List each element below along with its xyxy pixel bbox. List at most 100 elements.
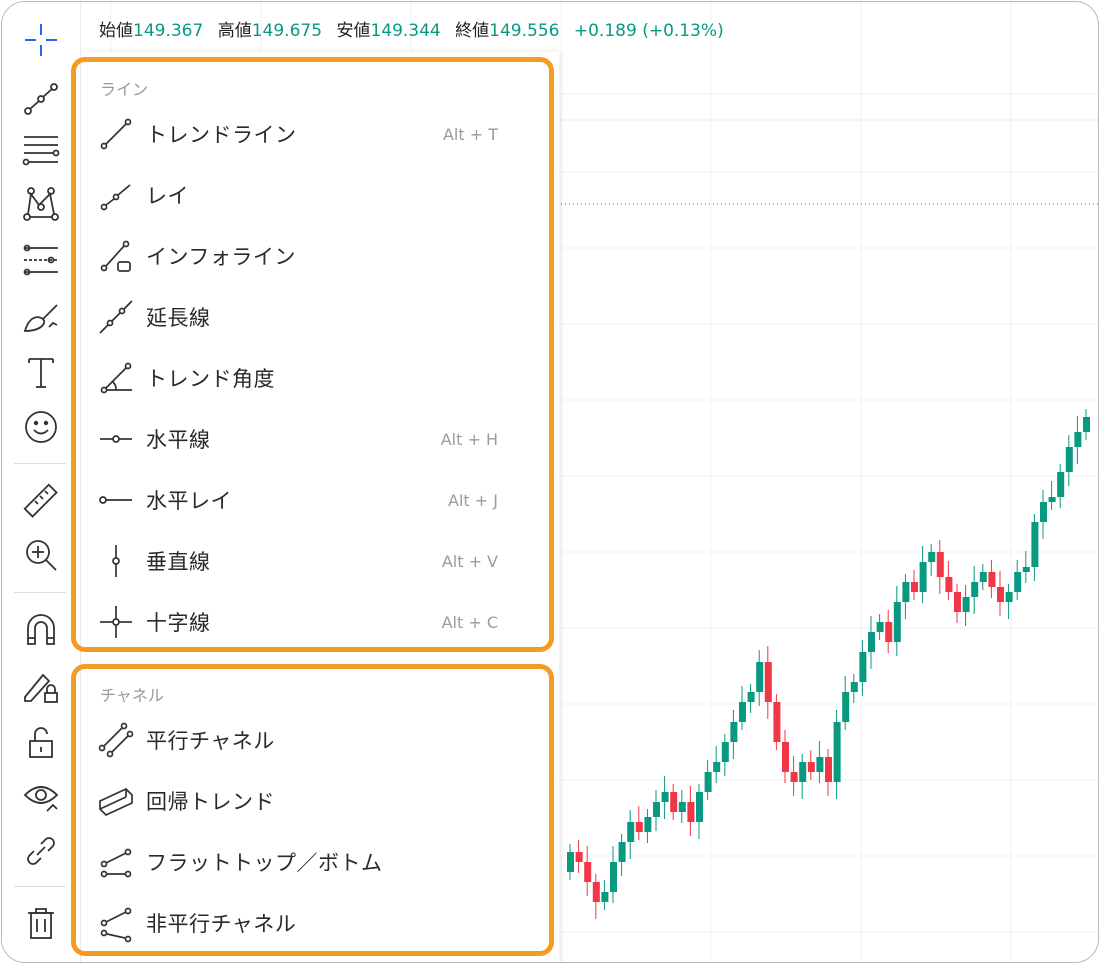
crosshair-icon[interactable] [18, 17, 64, 63]
menu-item-label: 回帰トレンド [146, 790, 275, 814]
candle-body [739, 702, 746, 722]
parallel-channel-icon [94, 718, 138, 762]
flat-top-bottom-icon [94, 840, 138, 884]
zoom-in-icon[interactable] [18, 532, 64, 578]
eye-icon[interactable] [18, 774, 64, 820]
change-value: +0.189 (+0.13%) [573, 21, 724, 41]
candle-body [868, 632, 875, 652]
horizontal-ray-icon [94, 478, 138, 522]
lock-icon[interactable] [18, 720, 64, 766]
candle-body [1065, 447, 1073, 472]
disjoint-channel-icon [94, 901, 138, 945]
vertical-line-icon [94, 539, 138, 583]
candle-body [962, 597, 970, 612]
shortcut-label: Alt + T [442, 124, 498, 144]
fib-retracement-icon[interactable] [18, 126, 64, 172]
candle-body [919, 562, 927, 592]
pattern-icon[interactable] [18, 180, 64, 226]
info-line-icon [94, 234, 138, 278]
trendline-tool-icon[interactable] [18, 74, 64, 120]
candle-body [876, 622, 884, 632]
candle-body [730, 722, 738, 742]
lines-section-title: ライン [100, 80, 149, 99]
candle-body [954, 592, 961, 612]
candle-body [790, 772, 798, 782]
candle-body [842, 692, 850, 722]
text-icon[interactable] [18, 350, 64, 396]
candle-body [687, 802, 695, 822]
candle-body [747, 692, 755, 702]
candle-body [859, 652, 867, 682]
open-label: 始値 [99, 21, 133, 41]
candle-body [1014, 572, 1022, 592]
candle-body [825, 757, 832, 782]
candle-body [1083, 417, 1090, 432]
close-label: 終値 [455, 21, 490, 41]
shortcut-label: Alt + J [448, 490, 498, 510]
menu-item-label: フラットトップ／ボトム [146, 851, 383, 875]
candle-body [773, 702, 781, 742]
candle-body [567, 852, 574, 872]
extended-line-icon [94, 295, 138, 339]
menu-item-horizontal-line[interactable]: 水平線 Alt + H [94, 411, 542, 467]
regression-trend-icon [94, 779, 138, 823]
ray-icon [94, 173, 138, 217]
link-icon[interactable] [18, 828, 64, 874]
emoji-icon[interactable] [18, 404, 64, 450]
trash-icon[interactable] [18, 900, 64, 946]
menu-item-label: インフォライン [146, 245, 296, 269]
open-value: 149.367 [133, 21, 204, 41]
candle-body [782, 742, 789, 772]
trendline-icon [94, 112, 138, 156]
candle-body [902, 582, 910, 602]
prediction-icon[interactable] [18, 237, 64, 283]
candle-body [1057, 472, 1065, 497]
menu-item-label: トレンド角度 [146, 367, 275, 391]
menu-item-ray[interactable]: レイ [94, 167, 542, 223]
high-value: 149.675 [251, 21, 323, 41]
candle-body [678, 802, 686, 812]
menu-item-vertical-line[interactable]: 垂直線 Alt + V [94, 533, 542, 589]
candle-body [1022, 567, 1030, 572]
candle-body [928, 552, 936, 562]
candle-body [721, 742, 729, 762]
candle-body [627, 822, 635, 842]
toolbar-divider [14, 886, 66, 887]
low-label: 安値 [336, 21, 371, 41]
channels-section-highlight [71, 664, 554, 956]
menu-item-parallel-channel[interactable]: 平行チャネル [94, 712, 542, 768]
candle-body [610, 862, 617, 892]
menu-item-label: 延長線 [146, 306, 211, 330]
menu-item-trendline[interactable]: トレンドライン Alt + T [94, 106, 542, 162]
low-value: 149.344 [370, 21, 441, 41]
candle-body [575, 852, 583, 862]
candle-body [696, 792, 703, 822]
menu-item-regression-trend[interactable]: 回帰トレンド [94, 773, 542, 829]
trend-angle-icon [94, 356, 138, 400]
magnet-icon[interactable] [18, 607, 64, 653]
lines-section-highlight [71, 57, 554, 652]
candle-body [618, 842, 626, 862]
menu-item-info-line[interactable]: インフォライン [94, 228, 542, 284]
candle-body [670, 792, 678, 812]
menu-item-cross-line[interactable]: 十字線 Alt + C [94, 594, 542, 650]
menu-item-disjoint-channel[interactable]: 非平行チャネル [94, 895, 542, 951]
menu-item-horizontal-ray[interactable]: 水平レイ Alt + J [94, 472, 542, 528]
menu-item-flat-top-bottom[interactable]: フラットトップ／ボトム [94, 834, 542, 890]
toolbar-divider [14, 592, 66, 593]
candle-body [661, 792, 669, 802]
menu-item-label: 垂直線 [146, 550, 211, 574]
brush-icon[interactable] [18, 294, 64, 340]
candle-body [1074, 432, 1082, 447]
ruler-icon[interactable] [18, 478, 64, 524]
lock-drawing-icon[interactable] [18, 664, 64, 710]
menu-item-label: 水平レイ [146, 489, 232, 513]
menu-item-extended-line[interactable]: 延長線 [94, 289, 542, 345]
candle-body [988, 572, 996, 587]
candle-body [885, 622, 893, 642]
candle-body [807, 762, 815, 772]
candle-body [893, 602, 901, 642]
candle-body [756, 662, 764, 692]
menu-item-trend-angle[interactable]: トレンド角度 [94, 350, 542, 406]
